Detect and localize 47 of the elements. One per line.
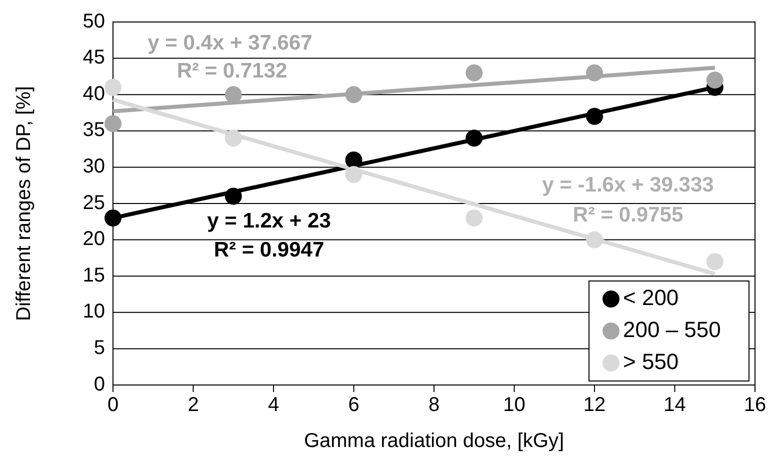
x-tick-label: 14: [664, 394, 686, 416]
y-tick-label: 45: [82, 46, 105, 69]
y-tick-label: 50: [82, 10, 105, 32]
point: [586, 231, 603, 248]
y-tick-label: 5: [94, 336, 105, 359]
point: [345, 86, 362, 104]
x-tick-label: 4: [268, 394, 280, 416]
point: [586, 108, 603, 125]
point: [466, 130, 483, 147]
y-axis-title: Different ranges of DP, [%]: [13, 86, 35, 321]
point: [466, 210, 483, 227]
point: [104, 115, 122, 132]
y-tick-label: 20: [82, 228, 105, 250]
point: [224, 130, 242, 147]
y-tick-label: 35: [82, 119, 105, 142]
x-tick-label: 2: [188, 394, 199, 416]
point: [466, 64, 483, 82]
y-tick-label: 25: [82, 192, 105, 214]
annotation: y = 0.4x + 37.667: [148, 32, 312, 55]
annotation: y = 1.2x + 23: [207, 210, 331, 233]
legend-label: < 200: [623, 284, 679, 310]
annotation: y = -1.6x + 39.333: [542, 174, 714, 197]
y-tick-label: 15: [82, 264, 105, 286]
x-tick-label: 10: [503, 394, 526, 416]
point: [104, 210, 122, 227]
point: [224, 188, 242, 205]
x-tick-label: 0: [107, 394, 119, 416]
y-tick-label: 10: [82, 300, 105, 323]
point: [586, 64, 603, 82]
annotation: R² = 0.7132: [176, 60, 288, 83]
x-tick-label: 6: [348, 394, 360, 416]
x-tick-label: 12: [583, 394, 606, 416]
y-tick-label: 0: [94, 373, 105, 396]
point: [345, 166, 362, 183]
x-tick-label: 16: [744, 394, 766, 416]
legend-label: 200 – 550: [623, 316, 721, 342]
y-tick-label: 40: [82, 82, 105, 105]
point: [706, 253, 724, 270]
x-axis-title: Gamma radiation dose, [kGy]: [304, 430, 564, 452]
point: [706, 72, 724, 89]
annotation: R² = 0.9755: [572, 204, 684, 227]
point: [104, 78, 122, 96]
y-tick-label: 30: [82, 155, 105, 178]
legend-label: > 550: [623, 348, 679, 374]
x-tick-label: 8: [428, 394, 440, 416]
annotation: R² = 0.9947: [214, 238, 324, 262]
point: [345, 151, 362, 168]
